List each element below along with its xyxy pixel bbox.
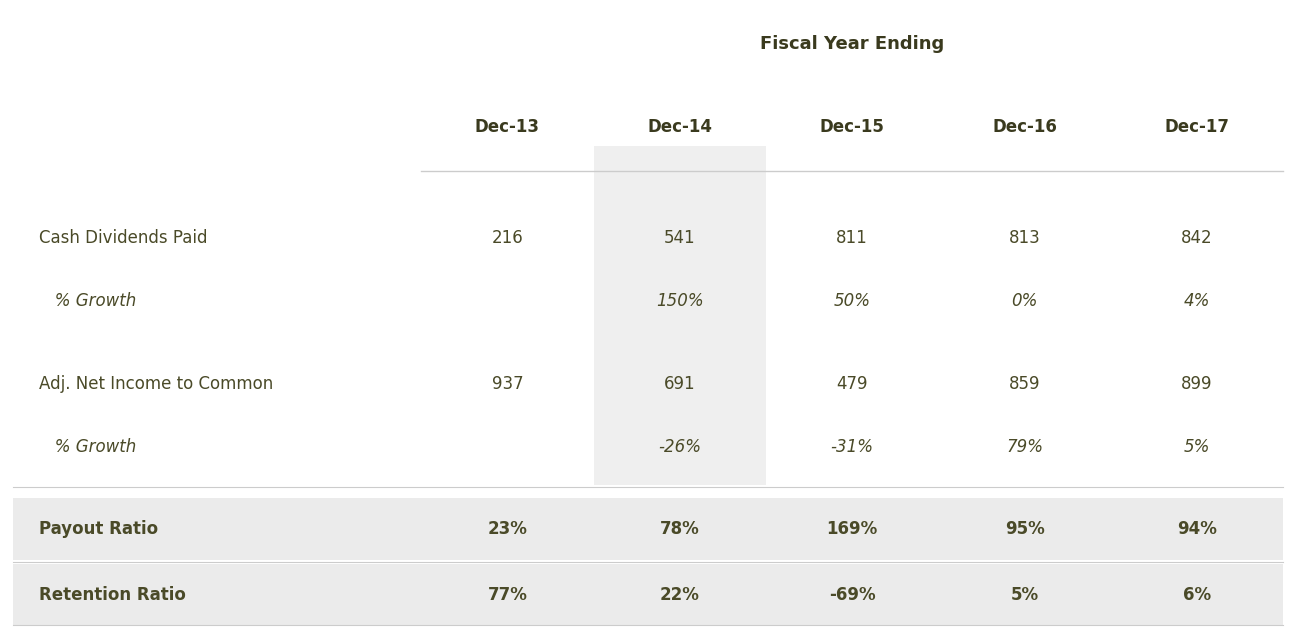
- Bar: [13, 564, 1283, 626]
- Text: 813: 813: [1008, 229, 1041, 247]
- Text: 50%: 50%: [833, 292, 871, 310]
- Text: Dec-15: Dec-15: [820, 118, 884, 136]
- Text: 5%: 5%: [1011, 586, 1038, 604]
- Text: 937: 937: [491, 375, 524, 392]
- Text: 23%: 23%: [487, 521, 528, 538]
- Text: Adj. Net Income to Common: Adj. Net Income to Common: [39, 375, 274, 392]
- Text: % Growth: % Growth: [39, 438, 137, 456]
- Text: 899: 899: [1182, 375, 1212, 392]
- Text: 842: 842: [1180, 229, 1213, 247]
- Bar: [13, 498, 1283, 560]
- Text: 5%: 5%: [1183, 438, 1211, 456]
- Text: 6%: 6%: [1183, 586, 1211, 604]
- Text: 79%: 79%: [1005, 438, 1044, 456]
- Bar: [594, 146, 766, 485]
- Text: % Growth: % Growth: [39, 292, 137, 310]
- Text: 78%: 78%: [659, 521, 700, 538]
- Text: Dec-16: Dec-16: [992, 118, 1057, 136]
- Text: 541: 541: [663, 229, 696, 247]
- Text: Payout Ratio: Payout Ratio: [39, 521, 159, 538]
- Text: -31%: -31%: [830, 438, 874, 456]
- Text: 169%: 169%: [826, 521, 878, 538]
- Text: 691: 691: [663, 375, 696, 392]
- Text: Retention Ratio: Retention Ratio: [39, 586, 187, 604]
- Text: -69%: -69%: [829, 586, 875, 604]
- Text: 94%: 94%: [1177, 521, 1217, 538]
- Text: 77%: 77%: [487, 586, 528, 604]
- Text: Cash Dividends Paid: Cash Dividends Paid: [39, 229, 208, 247]
- Text: Dec-17: Dec-17: [1165, 118, 1229, 136]
- Text: 22%: 22%: [659, 586, 700, 604]
- Text: -26%: -26%: [658, 438, 701, 456]
- Text: 0%: 0%: [1011, 292, 1038, 310]
- Text: 216: 216: [491, 229, 524, 247]
- Text: 479: 479: [837, 375, 867, 392]
- Text: 4%: 4%: [1183, 292, 1211, 310]
- Text: 811: 811: [836, 229, 869, 247]
- Text: Dec-13: Dec-13: [475, 118, 540, 136]
- Text: 859: 859: [1009, 375, 1040, 392]
- Text: Dec-14: Dec-14: [647, 118, 712, 136]
- Text: 150%: 150%: [655, 292, 704, 310]
- Text: 95%: 95%: [1004, 521, 1045, 538]
- Text: Fiscal Year Ending: Fiscal Year Ending: [759, 36, 945, 53]
